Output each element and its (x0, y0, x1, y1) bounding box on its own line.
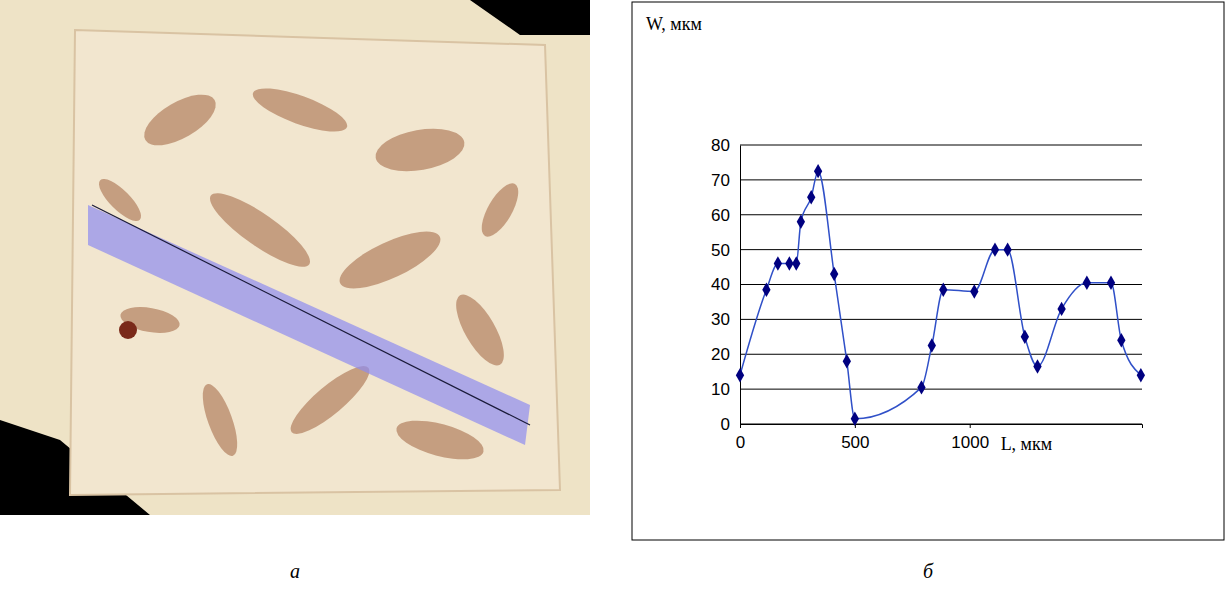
grid-line (740, 319, 1142, 320)
x-tick: 1000 (951, 424, 989, 452)
data-point (1137, 368, 1145, 382)
y-tick: 70 (711, 171, 740, 190)
data-point (1057, 302, 1065, 316)
y-tick: 60 (711, 206, 740, 225)
y-tick-label: 30 (711, 310, 730, 329)
grid (740, 145, 1142, 424)
x-tick: 500 (841, 424, 869, 452)
photo-texture (196, 380, 245, 460)
y-tick-label: 20 (711, 345, 730, 364)
y-tick-label: 0 (721, 415, 730, 434)
data-point (1117, 333, 1125, 347)
data-point (851, 412, 859, 426)
data-point (939, 283, 947, 297)
x-tick-label: 500 (841, 433, 869, 452)
data-point (970, 284, 978, 298)
data-point (736, 368, 744, 382)
photo-film (70, 30, 560, 495)
data-point (928, 338, 936, 352)
y-tick: 20 (711, 345, 740, 364)
photo-texture (248, 80, 352, 141)
data-point (1003, 242, 1011, 256)
panel-letter: а (290, 560, 300, 582)
x-tick-label: 0 (736, 433, 745, 452)
plot-marks (736, 164, 1145, 426)
panel-letter: б (923, 560, 934, 582)
data-point (843, 354, 851, 368)
chart-panel: 0 10 20 30 40 50 60 70 80 0 500 1000 W, мкм L, мкм б (632, 2, 1224, 582)
y-tick: 40 (711, 275, 740, 294)
y-tick: 50 (711, 241, 740, 260)
photo-band (88, 205, 530, 445)
data-point (917, 380, 925, 394)
photo-panel: а (0, 0, 590, 582)
x-axis-line (741, 425, 1143, 429)
grid-line (740, 249, 1142, 250)
y-axis-title: W, мкм (646, 14, 702, 34)
y-tick: 0 (721, 415, 740, 434)
data-point (830, 267, 838, 281)
photo-texture (475, 178, 526, 242)
y-tick: 80 (711, 136, 740, 155)
grid-line (740, 389, 1142, 390)
y-axis-line (740, 146, 741, 425)
y-tick: 10 (711, 380, 740, 399)
photo-texture (333, 220, 448, 299)
data-point (774, 256, 782, 270)
series-line (740, 171, 1141, 419)
data-point (1107, 276, 1115, 290)
x-axis: 0 500 1000 (736, 424, 1143, 452)
y-tick-label: 60 (711, 206, 730, 225)
x-axis-title: L, мкм (1001, 434, 1053, 454)
figure: а 0 10 20 30 40 50 60 70 80 0 500 1000 W, мкм L, мкм б (0, 0, 1229, 592)
photo-sample (0, 0, 590, 515)
y-tick: 30 (711, 310, 740, 329)
y-tick-label: 70 (711, 171, 730, 190)
x-tick-mark (740, 424, 741, 428)
grid-line (740, 179, 1142, 180)
data-point (792, 256, 800, 270)
data-point (1083, 276, 1091, 290)
photo-line (92, 205, 530, 425)
y-tick-label: 50 (711, 241, 730, 260)
y-tick-label: 80 (711, 136, 730, 155)
x-tick-label: 1000 (951, 433, 989, 452)
data-point (1021, 330, 1029, 344)
photo-spot (119, 321, 137, 339)
data-point (797, 215, 805, 229)
photo-texture (202, 182, 319, 277)
photo-texture (447, 288, 513, 372)
y-axis: 0 10 20 30 40 50 60 70 80 (711, 136, 740, 434)
chart-frame (632, 2, 1224, 540)
y-tick-label: 40 (711, 275, 730, 294)
data-point (762, 283, 770, 297)
grid-line (740, 214, 1142, 215)
photo-background (0, 0, 590, 515)
data-point (814, 164, 822, 178)
grid-line (740, 354, 1142, 355)
photo-texture (372, 122, 468, 177)
data-point (991, 242, 999, 256)
data-point (807, 190, 815, 204)
x-tick: 0 (736, 424, 745, 452)
data-point (1033, 359, 1041, 373)
photo-texture (136, 84, 223, 155)
grid-line (740, 145, 1142, 146)
y-tick-label: 10 (711, 380, 730, 399)
x-tick-mark (970, 424, 971, 428)
